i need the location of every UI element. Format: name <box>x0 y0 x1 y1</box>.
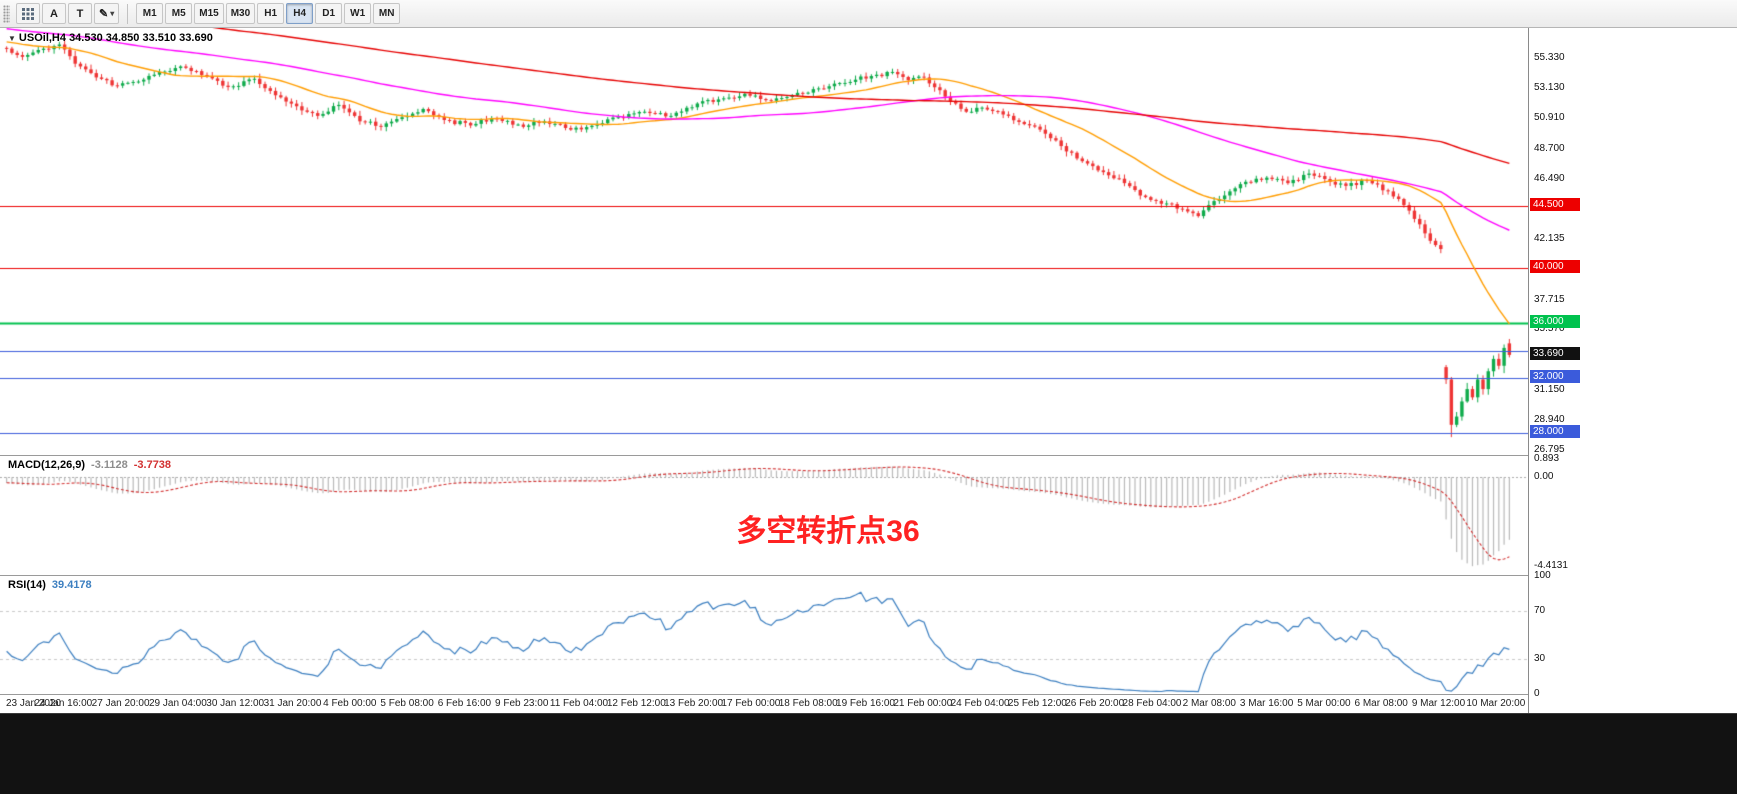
timeframe-group: M1 M5 M15 M30 H1 H4 D1 W1 MN <box>135 3 401 24</box>
text-a-tool-button[interactable]: A <box>42 3 66 24</box>
macd-name: MACD(12,26,9) <box>8 459 86 471</box>
text-t-tool-button[interactable]: T <box>68 3 92 24</box>
price-tick-label: 35.570 <box>1534 323 1565 335</box>
price-line-badge: 32.000 <box>1530 370 1580 384</box>
draw-tool-button[interactable]: ✎ ▾ <box>94 3 120 24</box>
time-tick-label: 26 Feb 20:00 <box>1065 698 1125 709</box>
pane-separator[interactable] <box>0 694 1737 695</box>
rsi-value: 39.4178 <box>51 579 92 591</box>
macd-tick-label: -4.4131 <box>1534 560 1568 572</box>
symbol-label: USOil,H4 <box>18 32 66 44</box>
time-tick-label: 24 Jan 16:00 <box>34 698 93 709</box>
price-tick-label: 48.700 <box>1534 142 1565 154</box>
timeframe-button-h1[interactable]: H1 <box>257 3 285 24</box>
pane-separator[interactable] <box>0 455 1737 456</box>
price-tick-label: 53.130 <box>1534 81 1565 93</box>
price-tick-label: 55.330 <box>1534 51 1565 63</box>
time-tick-label: 12 Feb 12:00 <box>606 698 666 709</box>
price-tick-label: 31.150 <box>1534 383 1565 395</box>
toolbar-grip[interactable] <box>3 4 10 23</box>
price-scale[interactable]: 55.330 53.130 50.910 48.700 46.490 42.135 37.7… <box>1528 28 1737 713</box>
toolbar: A T ✎ ▾ M1 M5 M15 M30 H1 H4 D1 W1 MN <box>0 0 1737 28</box>
time-tick-label: 17 Feb 00:00 <box>721 698 781 709</box>
ohlc-values: 34.530 34.850 33.510 33.690 <box>69 32 213 44</box>
timeframe-button-w1[interactable]: W1 <box>344 3 372 24</box>
macd-indicator-label: MACD(12,26,9) -3.1128 -3.7738 <box>8 459 171 471</box>
rsi-tick-label: 70 <box>1534 605 1546 617</box>
chart-area: 55.330 53.130 50.910 48.700 46.490 42.135 37.7… <box>0 28 1737 713</box>
time-tick-label: 23 Jan 2020 <box>6 698 62 709</box>
price-chart-canvas[interactable] <box>0 28 1528 455</box>
price-line-badge: 40.000 <box>1530 260 1580 274</box>
time-tick-label: 5 Feb 08:00 <box>380 698 434 709</box>
rsi-tick-label: 0 <box>1534 688 1540 699</box>
macd-panel-canvas[interactable] <box>0 456 1528 575</box>
price-line-badge: 44.500 <box>1530 198 1580 212</box>
time-tick-label: 6 Mar 08:00 <box>1354 698 1408 709</box>
macd-main-value: -3.1128 <box>91 459 128 471</box>
time-tick-label: 24 Feb 04:00 <box>950 698 1010 709</box>
rsi-indicator-label: RSI(14) 39.4178 <box>8 579 92 591</box>
time-tick-label: 21 Feb 00:00 <box>893 698 953 709</box>
time-tick-label: 3 Mar 16:00 <box>1239 698 1294 709</box>
pane-separator[interactable] <box>0 575 1737 576</box>
price-tick-label: 42.135 <box>1534 232 1565 244</box>
rsi-name: RSI(14) <box>8 579 46 591</box>
time-tick-label: 28 Feb 04:00 <box>1122 698 1182 709</box>
time-tick-label: 9 Feb 23:00 <box>495 698 549 709</box>
time-scale[interactable]: 23 Jan 2020 24 Jan 16:00 27 Jan 20:00 29 Ja… <box>0 695 1528 713</box>
timeframe-button-m30[interactable]: M30 <box>225 3 256 24</box>
toolbar-separator <box>127 3 129 24</box>
taskbar-strip <box>0 713 1737 794</box>
time-tick-label: 9 Mar 12:00 <box>1411 698 1466 709</box>
timeframe-button-m15[interactable]: M15 <box>194 3 224 24</box>
time-tick-label: 19 Feb 16:00 <box>836 698 895 709</box>
time-tick-label: 27 Jan 20:00 <box>91 698 150 709</box>
chart-title: ▼ USOil,H4 34.530 34.850 33.510 33.690 <box>8 32 213 44</box>
macd-tick-label: 0.00 <box>1534 471 1554 483</box>
price-tick-label: 26.795 <box>1534 443 1565 455</box>
time-tick-label: 13 Feb 20:00 <box>664 698 724 709</box>
time-tick-label: 5 Mar 00:00 <box>1297 698 1351 709</box>
time-tick-label: 18 Feb 08:00 <box>778 698 838 709</box>
pencil-icon: ✎ <box>99 8 109 20</box>
rsi-tick-label: 100 <box>1534 570 1551 581</box>
grid-tool-button[interactable] <box>16 3 40 24</box>
macd-tick-label: 0.893 <box>1534 453 1560 465</box>
chart-text-annotation[interactable]: 多空转折点36 <box>736 515 920 548</box>
rsi-panel-canvas[interactable] <box>0 576 1528 694</box>
timeframe-button-mn[interactable]: MN <box>373 3 401 24</box>
price-line-badge: 36.000 <box>1530 315 1580 329</box>
chevron-down-icon: ▾ <box>110 9 115 18</box>
timeframe-button-m5[interactable]: M5 <box>165 3 193 24</box>
time-tick-label: 6 Feb 16:00 <box>437 698 492 709</box>
price-tick-label: 37.715 <box>1534 293 1565 305</box>
time-tick-label: 4 Feb 00:00 <box>323 698 377 709</box>
macd-signal-value: -3.7738 <box>133 459 172 471</box>
price-line-badge: 28.000 <box>1530 425 1580 439</box>
grid-icon <box>22 7 34 20</box>
timeframe-button-d1[interactable]: D1 <box>315 3 343 24</box>
current-price-badge: 33.690 <box>1530 346 1580 360</box>
symbol-marker-icon: ▼ <box>8 34 16 43</box>
price-tick-label: 46.490 <box>1534 173 1565 185</box>
time-tick-label: 10 Mar 20:00 <box>1466 698 1526 709</box>
time-tick-label: 31 Jan 20:00 <box>263 698 322 709</box>
rsi-tick-label: 30 <box>1534 652 1546 664</box>
time-tick-label: 11 Feb 04:00 <box>549 698 609 709</box>
time-tick-label: 25 Feb 12:00 <box>1007 698 1067 709</box>
timeframe-button-h4[interactable]: H4 <box>286 3 314 24</box>
time-tick-label: 29 Jan 04:00 <box>148 698 207 709</box>
time-tick-label: 2 Mar 08:00 <box>1182 698 1236 709</box>
price-tick-label: 28.940 <box>1534 414 1565 426</box>
time-tick-label: 30 Jan 12:00 <box>206 698 265 709</box>
price-tick-label: 50.910 <box>1534 112 1565 124</box>
timeframe-button-m1[interactable]: M1 <box>136 3 164 24</box>
